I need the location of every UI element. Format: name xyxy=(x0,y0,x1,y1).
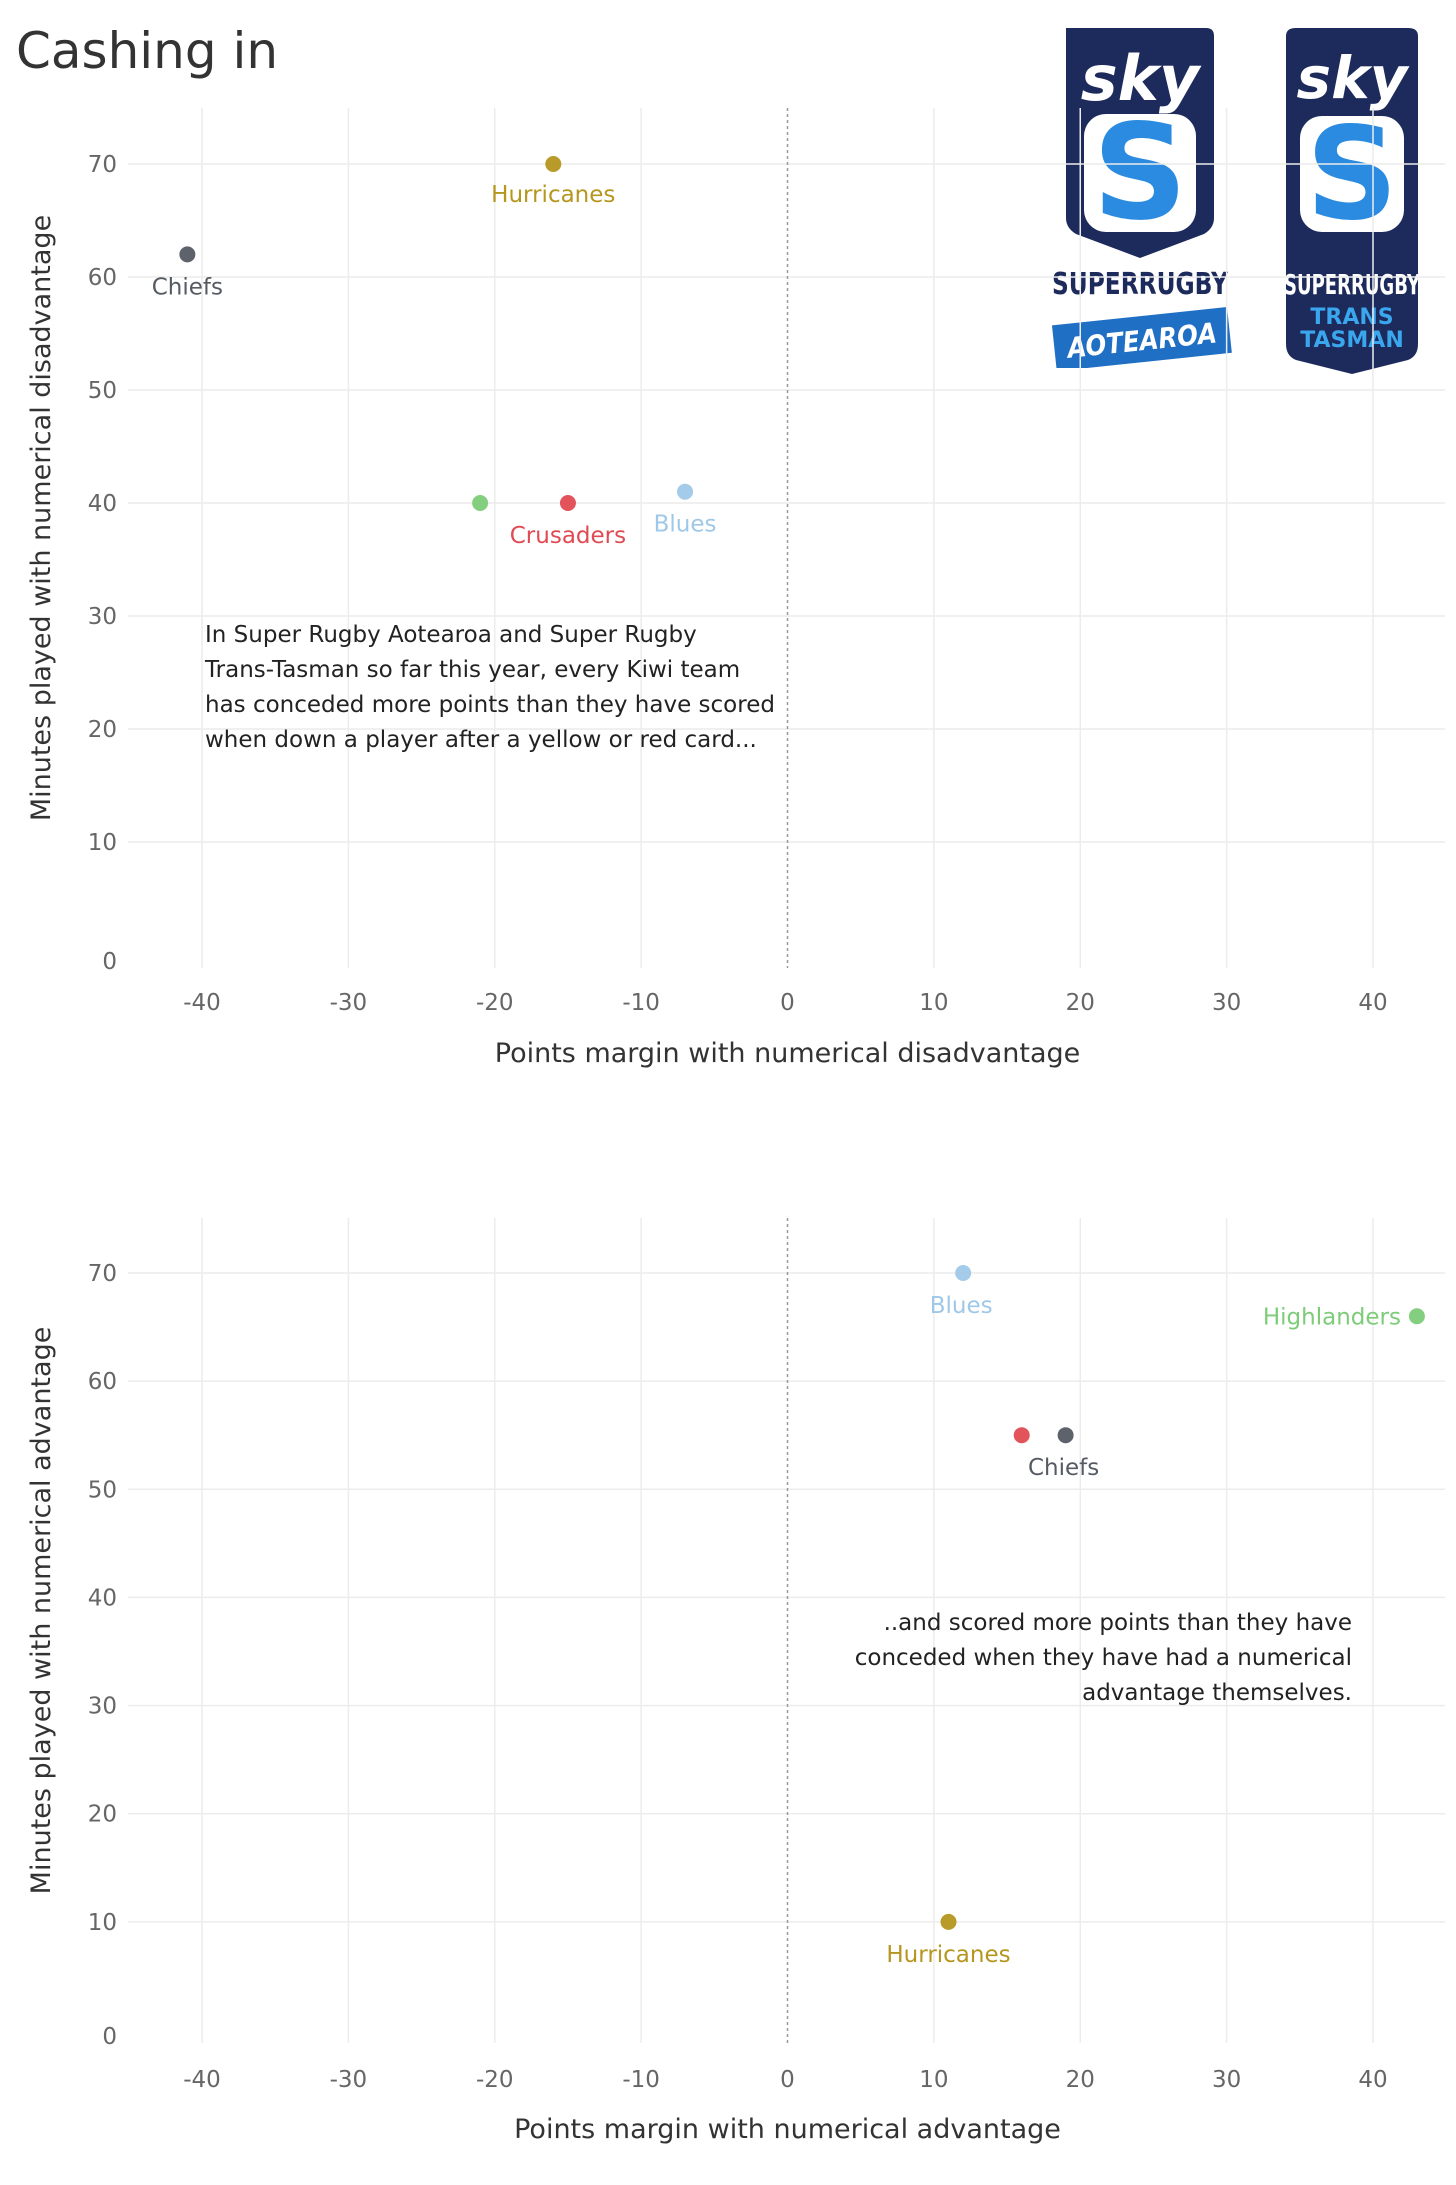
y-tick-label: 20 xyxy=(88,1802,117,1828)
x-tick-label: 30 xyxy=(1212,990,1241,1016)
annotation-line: has conceded more points than they have … xyxy=(205,692,775,718)
scatter-chart-advantage: -40 -30 -20 -10 0 10 20 30 40 0 10 20 30 40 50 60 70 Poin… xyxy=(26,1218,1445,2145)
data-label-chiefs: Chiefs xyxy=(1028,1455,1099,1481)
data-point-highlanders xyxy=(1408,1308,1425,1325)
data-point-crusaders xyxy=(1013,1427,1030,1444)
svg-text:S: S xyxy=(1092,96,1187,250)
y-axis-label: Minutes played with numerical disadvanta… xyxy=(26,215,57,821)
data-label-highlanders: Highlanders xyxy=(1263,1304,1401,1330)
y-tick-label: 50 xyxy=(88,378,117,404)
gridlines xyxy=(128,1218,1445,2043)
y-tick-label: 30 xyxy=(88,604,117,630)
annotation-line: In Super Rugby Aotearoa and Super Rugby xyxy=(205,622,697,648)
data-label-blues: Blues xyxy=(654,512,717,538)
x-tick-label: 30 xyxy=(1212,2067,1241,2093)
logo-line1-text: SUPERRUGBY xyxy=(1052,267,1229,302)
x-tick-label: -20 xyxy=(476,990,514,1016)
data-point-crusaders xyxy=(559,495,576,511)
x-tick-label: 40 xyxy=(1358,2067,1387,2093)
logo2-line1-text: SUPERRUGBY xyxy=(1284,268,1420,301)
x-tick-label: 0 xyxy=(780,2067,795,2093)
super-rugby-aotearoa-logo: sky S SUPERRUGBY AOTEAROA xyxy=(1051,28,1232,368)
y-tick-label: 10 xyxy=(88,830,117,856)
y-axis-label: Minutes played with numerical advantage xyxy=(26,1327,57,1895)
data-point-chiefs xyxy=(1057,1427,1074,1444)
x-tick-label: 20 xyxy=(1066,990,1095,1016)
y-tick-label: 0 xyxy=(102,949,117,975)
data-label-hurricanes: Hurricanes xyxy=(491,182,615,208)
x-tick-label: -40 xyxy=(183,990,221,1016)
x-tick-label: -40 xyxy=(183,2067,221,2093)
data-label-hurricanes: Hurricanes xyxy=(886,1942,1010,1968)
annotation-line: advantage themselves. xyxy=(1082,1680,1352,1706)
y-tick-label: 50 xyxy=(88,1477,117,1503)
annotation-line: ..and scored more points than they have xyxy=(884,1610,1352,1636)
x-tick-label: -30 xyxy=(330,2067,368,2093)
y-tick-label: 10 xyxy=(88,1910,117,1936)
y-tick-label: 60 xyxy=(88,1369,117,1395)
annotation-line: when down a player after a yellow or red… xyxy=(205,727,757,753)
y-tick-label: 20 xyxy=(88,717,117,743)
logo2-brand-text: sky xyxy=(1297,44,1410,112)
x-tick-label: 20 xyxy=(1066,2067,1095,2093)
x-axis-label: Points margin with numerical advantage xyxy=(514,2114,1061,2145)
data-label-crusaders: Crusaders xyxy=(510,523,626,549)
y-tick-label: 70 xyxy=(88,1261,117,1287)
data-point-chiefs xyxy=(179,246,196,263)
y-tick-label: 70 xyxy=(88,152,117,178)
data-point-blues xyxy=(955,1265,972,1281)
data-point-hurricanes xyxy=(940,1913,957,1930)
x-tick-label: 10 xyxy=(919,990,948,1016)
y-tick-label: 40 xyxy=(88,1585,117,1611)
x-tick-label: -10 xyxy=(622,2067,660,2093)
page-title: Cashing in xyxy=(16,22,279,80)
gridlines xyxy=(128,108,1445,968)
y-tick-label: 30 xyxy=(88,1694,117,1720)
annotation-line: conceded when they have had a numerical xyxy=(855,1645,1352,1671)
x-axis-label: Points margin with numerical disadvantag… xyxy=(495,1038,1080,1069)
x-tick-label: -20 xyxy=(476,2067,514,2093)
y-tick-label: 60 xyxy=(88,265,117,291)
data-label-blues: Blues xyxy=(930,1293,993,1319)
x-tick-label: -30 xyxy=(330,990,368,1016)
data-point-highlanders xyxy=(472,495,489,511)
y-tick-label: 0 xyxy=(102,2024,117,2050)
logo2-line2-text: TRANS xyxy=(1310,305,1393,330)
y-tick-label: 40 xyxy=(88,491,117,517)
data-label-chiefs: Chiefs xyxy=(152,274,223,300)
logo2-line3-text: TASMAN xyxy=(1300,328,1404,353)
x-tick-label: 0 xyxy=(780,990,795,1016)
data-point-hurricanes xyxy=(545,156,562,172)
scatter-chart-disadvantage: -40 -30 -20 -10 0 10 20 30 40 0 10 20 30 40 50 60 70 Poin… xyxy=(26,108,1445,1069)
x-tick-label: 10 xyxy=(919,2067,948,2093)
annotation-line: Trans-Tasman so far this year, every Kiw… xyxy=(204,657,740,683)
x-tick-label: -10 xyxy=(622,990,660,1016)
super-rugby-trans-tasman-logo: sky S SUPERRUGBY TRANS TASMAN xyxy=(1284,28,1420,374)
logo-brand-text: sky xyxy=(1081,42,1202,115)
data-point-blues xyxy=(677,483,694,500)
x-tick-label: 40 xyxy=(1358,990,1387,1016)
svg-text:S: S xyxy=(1306,100,1398,249)
